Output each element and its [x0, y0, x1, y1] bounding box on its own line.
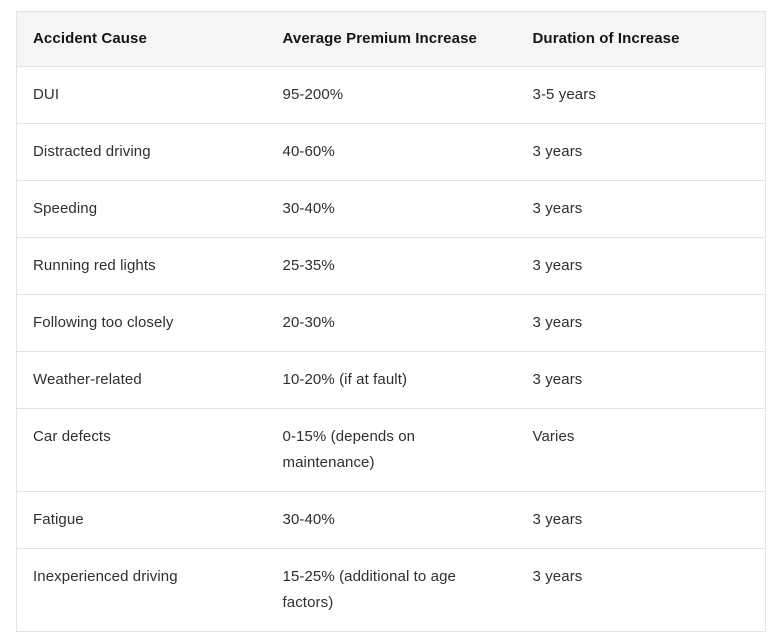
cell-duration: 3-5 years: [516, 66, 766, 124]
accident-premium-table: Accident Cause Average Premium Increase …: [16, 11, 766, 632]
cell-premium: 20-30%: [266, 294, 517, 352]
cell-duration: 3 years: [516, 351, 766, 409]
cell-cause: Weather-related: [16, 351, 267, 409]
table-row: Car defects 0-15% (depends on maintenance…: [16, 408, 766, 492]
cell-cause: Running red lights: [16, 237, 267, 295]
cell-cause: Distracted driving: [16, 123, 267, 181]
cell-premium: 25-35%: [266, 237, 517, 295]
cell-duration: 3 years: [516, 180, 766, 238]
cell-cause: Inexperienced driving: [16, 548, 267, 632]
cell-duration: 3 years: [516, 491, 766, 549]
cell-duration: 3 years: [516, 237, 766, 295]
cell-premium: 0-15% (depends on maintenance): [266, 408, 517, 492]
cell-premium: 30-40%: [266, 180, 517, 238]
cell-premium: 15-25% (additional to age factors): [266, 548, 517, 632]
cell-duration: 3 years: [516, 123, 766, 181]
cell-cause: Car defects: [16, 408, 267, 492]
cell-premium: 10-20% (if at fault): [266, 351, 517, 409]
cell-cause: Speeding: [16, 180, 267, 238]
table-row: Running red lights 25-35% 3 years: [16, 237, 766, 295]
column-header-accident-cause: Accident Cause: [16, 11, 267, 67]
cell-duration: 3 years: [516, 548, 766, 632]
cell-cause: Following too closely: [16, 294, 267, 352]
table-row: Fatigue 30-40% 3 years: [16, 491, 766, 549]
table-row: Following too closely 20-30% 3 years: [16, 294, 766, 352]
table-row: Weather-related 10-20% (if at fault) 3 yea…: [16, 351, 766, 409]
cell-premium: 40-60%: [266, 123, 517, 181]
cell-premium: 95-200%: [266, 66, 517, 124]
cell-premium: 30-40%: [266, 491, 517, 549]
accident-premium-table-container: Accident Cause Average Premium Increase …: [16, 11, 766, 632]
cell-duration: Varies: [516, 408, 766, 492]
cell-cause: Fatigue: [16, 491, 267, 549]
table-row: Inexperienced driving 15-25% (additional …: [16, 548, 766, 632]
table-row: Speeding 30-40% 3 years: [16, 180, 766, 238]
cell-cause: DUI: [16, 66, 267, 124]
table-row: DUI 95-200% 3-5 years: [16, 66, 766, 124]
column-header-average-premium-increase: Average Premium Increase: [266, 11, 517, 67]
table-row: Distracted driving 40-60% 3 years: [16, 123, 766, 181]
column-header-duration-of-increase: Duration of Increase: [516, 11, 766, 67]
cell-duration: 3 years: [516, 294, 766, 352]
header-row: Accident Cause Average Premium Increase …: [16, 11, 766, 67]
